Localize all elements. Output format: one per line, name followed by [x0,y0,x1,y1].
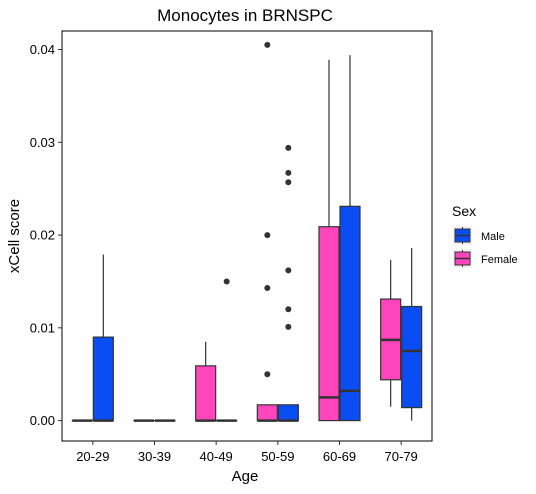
legend-label-male: Male [481,231,505,243]
x-tick-label: 40-49 [200,449,233,464]
x-tick-label: 50-59 [261,449,294,464]
box-body [93,337,113,420]
outlier-point [264,232,270,238]
outlier-point [224,278,230,284]
outlier-point [285,145,291,151]
y-axis-title: xCell score [6,199,23,273]
legend-item-male: Male [453,226,505,245]
x-tick-label: 60-69 [323,449,356,464]
box-body [340,206,360,420]
outlier-point [264,371,270,377]
outlier-point [285,267,291,273]
outlier-point [285,170,291,176]
y-tick-label: 0.00 [30,413,55,428]
box-body [402,306,422,407]
legend-title: Sex [452,203,476,219]
box-body [319,227,339,421]
y-axis: 0.00 0.01 0.02 0.03 0.04 [30,42,62,428]
y-tick-label: 0.04 [30,42,55,57]
legend-item-female: Female [453,249,518,268]
outlier-point [285,179,291,185]
outlier-point [264,285,270,291]
box-body [278,405,298,421]
outlier-point [285,306,291,312]
x-axis: 20-29 30-39 40-49 50-59 60-69 70-79 [76,441,418,464]
legend-label-female: Female [481,254,518,266]
x-tick-label: 30-39 [138,449,171,464]
y-tick-label: 0.02 [30,228,55,243]
outlier-point [264,42,270,48]
x-axis-title: Age [232,468,259,485]
box-body [257,405,277,421]
outlier-point [285,324,291,330]
y-tick-label: 0.01 [30,320,55,335]
legend: Sex Male Female [452,203,518,268]
x-tick-label: 70-79 [385,449,418,464]
chart-title: Monocytes in BRNSPC [157,6,333,25]
box-body [196,366,216,421]
y-tick-label: 0.03 [30,135,55,150]
plot-panel [62,31,432,441]
x-tick-label: 20-29 [76,449,109,464]
